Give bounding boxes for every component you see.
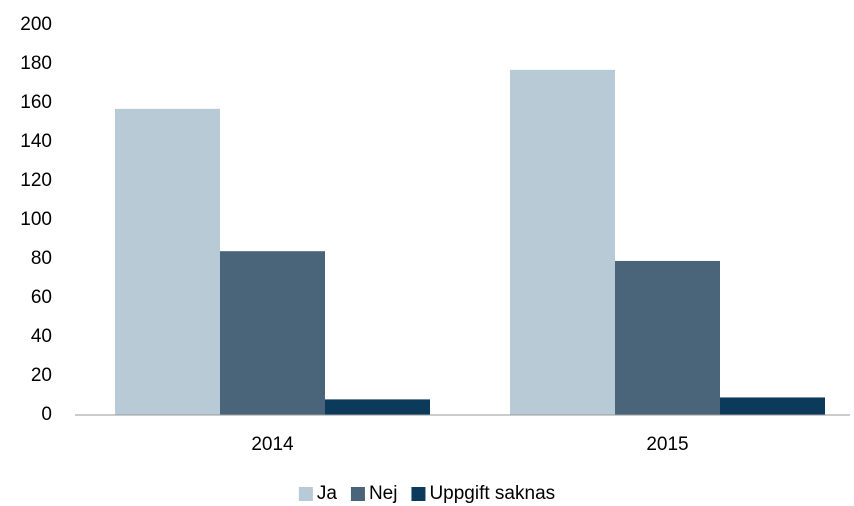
- legend-swatch: [298, 487, 313, 501]
- legend-label: Ja: [317, 483, 338, 504]
- y-tick-label: 180: [20, 53, 52, 74]
- y-tick-label: 160: [20, 92, 52, 113]
- bar: [720, 397, 825, 415]
- bar: [325, 399, 430, 415]
- legend-label: Uppgift saknas: [429, 483, 555, 504]
- bar: [220, 251, 325, 415]
- legend-swatch: [411, 487, 426, 501]
- bar: [115, 108, 220, 415]
- y-tick-label: 80: [31, 248, 52, 269]
- y-tick-label: 100: [20, 209, 52, 230]
- y-tick-label: 200: [20, 14, 52, 35]
- y-tick-label: 140: [20, 131, 52, 152]
- x-tick-label: 2015: [646, 434, 688, 455]
- legend-swatch: [350, 487, 365, 501]
- y-tick-label: 40: [31, 326, 52, 347]
- y-tick-label: 20: [31, 365, 52, 386]
- y-tick-label: 0: [41, 404, 52, 425]
- legend: Ja Nej Uppgift saknas: [298, 483, 555, 504]
- y-tick-label: 60: [31, 287, 52, 308]
- x-tick-label: 2014: [251, 434, 294, 455]
- bar: [510, 69, 615, 415]
- legend-label: Nej: [369, 483, 398, 504]
- bar: [615, 260, 720, 415]
- y-tick-label: 120: [20, 170, 52, 191]
